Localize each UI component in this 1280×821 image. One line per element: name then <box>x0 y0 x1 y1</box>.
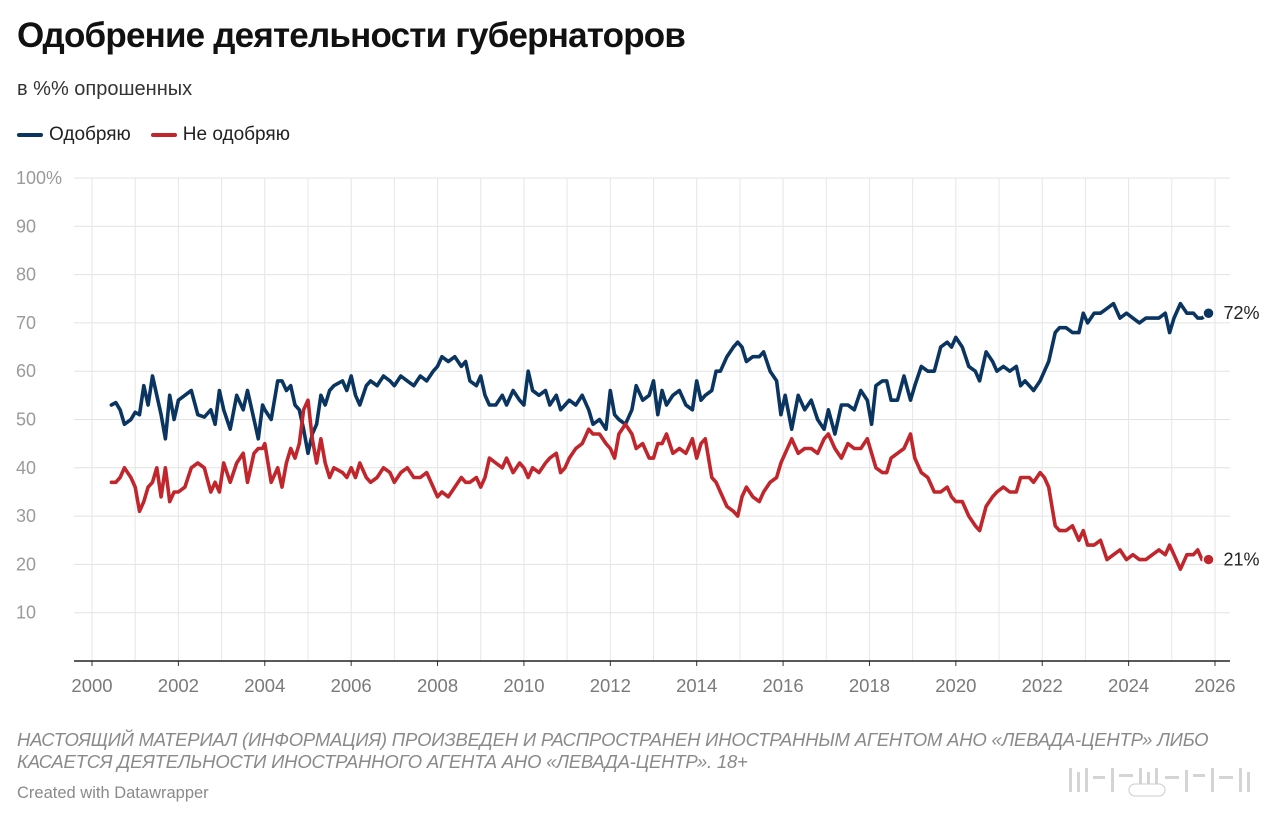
series-end-label: 21% <box>1224 550 1260 570</box>
x-tick-label: 2024 <box>1108 675 1149 696</box>
y-tick-label: 20 <box>16 554 36 574</box>
x-tick-label: 2022 <box>1022 675 1063 696</box>
chart-title: Одобрение деятельности губернаторов <box>17 16 686 55</box>
datawrapper-credit: Created with Datawrapper <box>17 784 209 802</box>
legend-swatch-approve <box>17 133 43 137</box>
y-tick-label: 40 <box>16 458 36 478</box>
y-tick-label: 60 <box>16 361 36 381</box>
x-tick-label: 2026 <box>1194 675 1235 696</box>
end-labels: 72% 21% <box>1224 303 1260 569</box>
x-tick-label: 2016 <box>762 675 803 696</box>
series-line-disapprove <box>109 398 1211 572</box>
x-tick-label: 2006 <box>331 675 372 696</box>
chart-legend: Одобряю Не одобряю <box>17 124 310 146</box>
legend-label-approve: Одобряю <box>49 124 131 145</box>
legend-label-disapprove: Не одобряю <box>182 124 290 145</box>
x-tick-label: 2020 <box>935 675 976 696</box>
x-tick-label: 2014 <box>676 675 717 696</box>
x-tick-label: 2000 <box>71 675 112 696</box>
x-tick-label: 2010 <box>503 675 544 696</box>
foreign-agent-notice: НАСТОЯЩИЙ МАТЕРИАЛ (ИНФОРМАЦИЯ) ПРОИЗВЕД… <box>17 729 1209 772</box>
y-tick-label: 50 <box>16 410 36 430</box>
grid <box>74 177 1230 661</box>
y-tick-label: 90 <box>16 216 36 236</box>
y-tick-label: 70 <box>16 313 36 333</box>
x-tick-label: 2012 <box>590 675 631 696</box>
chart-subtitle: в %% опрошенных <box>17 78 193 100</box>
y-tick-label: 30 <box>16 506 36 526</box>
series <box>109 301 1215 572</box>
legend-item-approve: Одобряю <box>17 124 131 146</box>
x-tick-label: 2004 <box>244 675 285 696</box>
x-tick-label: 2018 <box>849 675 890 696</box>
legend-swatch-disapprove <box>150 133 177 137</box>
series-end-dot <box>1202 306 1215 320</box>
series-end-label: 72% <box>1224 303 1260 323</box>
legend-item-disapprove: Не одобряю <box>150 124 290 146</box>
series-line-approve <box>109 301 1211 456</box>
y-tick-label: 100% <box>16 168 62 188</box>
y-tick-label: 10 <box>16 603 36 623</box>
watermark-logo <box>1069 768 1250 797</box>
x-tick-label: 2008 <box>417 675 458 696</box>
x-tick-label: 2002 <box>158 675 199 696</box>
series-end-dot <box>1202 553 1215 566</box>
y-tick-label: 80 <box>16 265 36 285</box>
